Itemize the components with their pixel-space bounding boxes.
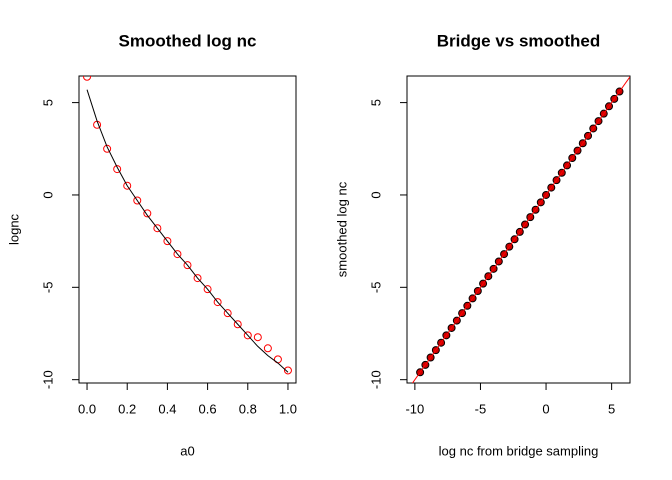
panel: Bridge vs smoothed log nc from bridge sam…	[334, 31, 631, 458]
point	[233, 320, 242, 329]
point	[173, 250, 182, 259]
chart-title: Bridge vs smoothed	[437, 31, 600, 50]
x-tick-label: -10	[405, 401, 424, 416]
y-tick-label: 0	[40, 191, 55, 198]
x-tick-label: 0	[542, 401, 549, 416]
point	[183, 261, 192, 270]
line	[86, 89, 289, 373]
y-tick-label: -10	[368, 370, 383, 389]
x-tick-label: 0.2	[118, 401, 136, 416]
plot-box	[406, 75, 631, 384]
x-axis-label: a0	[180, 443, 194, 458]
point	[203, 285, 212, 294]
point	[133, 196, 142, 205]
point	[283, 366, 292, 375]
x-tick-label: 0.8	[239, 401, 257, 416]
chart-title: Smoothed log nc	[119, 31, 257, 50]
x-tick-label: 0.6	[199, 401, 217, 416]
x-tick-label: 0.0	[78, 401, 96, 416]
y-tick-label: 5	[40, 99, 55, 106]
x-tick-label: 1.0	[279, 401, 297, 416]
reference-line	[411, 76, 630, 383]
y-tick-label: 5	[368, 99, 383, 106]
point	[143, 209, 152, 218]
x-tick-label: -5	[475, 401, 487, 416]
y-axis-label: smoothed log nc	[334, 181, 349, 277]
y-tick-label: 0	[368, 191, 383, 198]
y-tick-label: -10	[40, 370, 55, 389]
point	[253, 333, 262, 342]
point	[153, 224, 162, 233]
plot-area	[83, 76, 292, 375]
point	[263, 344, 272, 353]
point	[223, 309, 232, 318]
point	[243, 331, 252, 340]
point	[193, 274, 202, 283]
x-tick-label: 0.4	[158, 401, 176, 416]
y-axis-label: lognc	[6, 213, 21, 245]
y-tick-label: -5	[368, 282, 383, 294]
y-tick-label: -5	[40, 282, 55, 294]
point	[123, 181, 132, 190]
point	[113, 165, 122, 174]
point	[213, 298, 222, 307]
plot-box	[78, 75, 297, 384]
panel: Smoothed log nc a0 lognc 0.0 0.2 0.4 0.6 0.8 1.0…	[6, 31, 297, 458]
point	[83, 76, 92, 81]
point	[163, 237, 172, 246]
point	[103, 144, 112, 153]
x-axis-label: log nc from bridge sampling	[439, 443, 599, 458]
x-tick-label: 5	[608, 401, 615, 416]
plot-area	[411, 76, 630, 383]
